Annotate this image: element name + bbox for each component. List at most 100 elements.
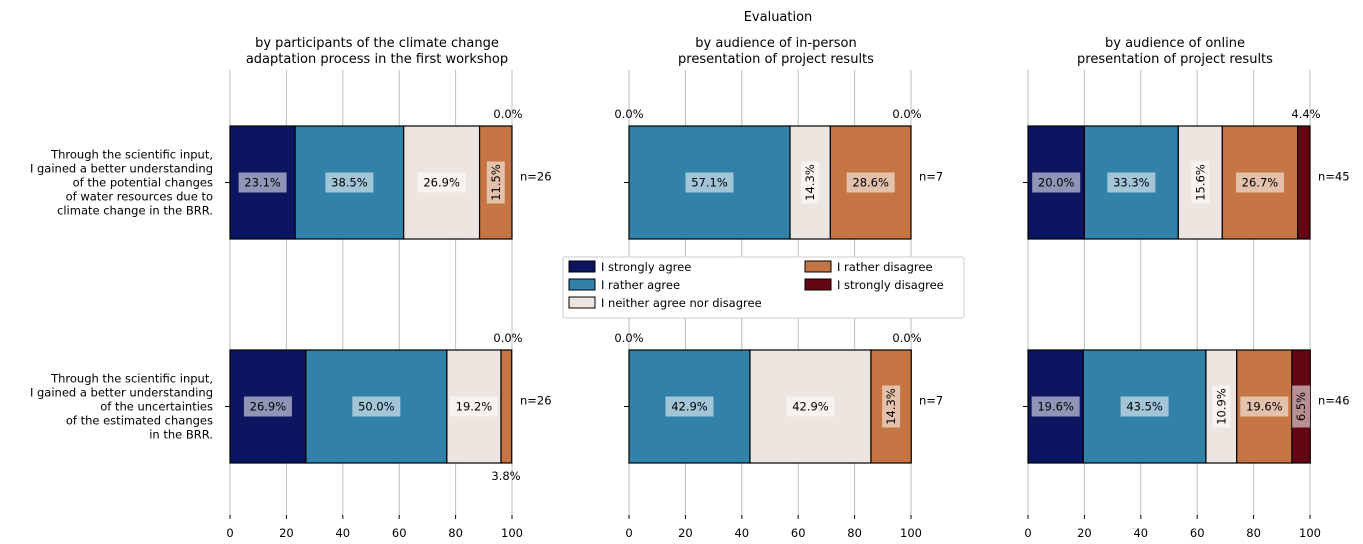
- data-label-group: 10.9%: [1212, 385, 1231, 428]
- x-tick-label: 80: [1246, 526, 1261, 540]
- data-label: 26.9%: [250, 400, 287, 414]
- data-label-box: [417, 172, 466, 193]
- n-label: n=26: [520, 170, 552, 184]
- panel-subtitle: presentation of project results: [1077, 52, 1273, 67]
- data-label-box: [801, 161, 820, 204]
- legend-label: I rather agree: [601, 278, 680, 292]
- question-label: of the estimated changes: [66, 414, 213, 428]
- n-label: n=45: [1318, 170, 1350, 184]
- data-label-box: [1032, 172, 1081, 193]
- data-label: 15.6%: [1193, 164, 1207, 201]
- data-label-box: [243, 396, 292, 417]
- data-label: 50.0%: [358, 400, 395, 414]
- question-label: Through the scientific input,: [50, 372, 213, 386]
- x-tick-label: 40: [734, 526, 749, 540]
- legend-box: [562, 256, 965, 319]
- data-label-box: [665, 396, 714, 417]
- legend-swatch: [568, 296, 596, 309]
- chart-title: Evaluation: [744, 10, 813, 25]
- panel-subtitle: by audience of in-person: [695, 36, 856, 51]
- legend-swatch: [804, 260, 832, 273]
- n-label: n=7: [919, 394, 943, 408]
- x-tick-label: 100: [900, 526, 922, 540]
- data-label-box: [1031, 396, 1080, 417]
- data-label: 23.1%: [244, 176, 281, 190]
- data-label: 4.4%: [1291, 107, 1320, 121]
- x-tick-label: 60: [791, 526, 806, 540]
- data-label: 42.9%: [792, 400, 829, 414]
- data-label: 14.3%: [884, 388, 898, 425]
- legend-label: I rather disagree: [837, 260, 933, 274]
- data-label-box: [1292, 385, 1311, 428]
- data-label: 20.0%: [1038, 176, 1075, 190]
- bar-segment: [500, 349, 513, 464]
- data-label: 3.8%: [491, 469, 520, 483]
- legend-label: I strongly disagree: [837, 278, 944, 292]
- data-label: 33.3%: [1113, 176, 1150, 190]
- x-tick-label: 20: [678, 526, 693, 540]
- n-label: n=26: [520, 394, 552, 408]
- question-label: of water resources due to: [66, 190, 213, 204]
- x-tick-label: 20: [1077, 526, 1092, 540]
- legend-swatch: [568, 278, 596, 291]
- question-label: climate change in the BRR.: [57, 204, 213, 218]
- question-label: I gained a better understanding: [30, 162, 213, 176]
- data-label: 0.0%: [892, 107, 921, 121]
- x-tick-label: 100: [1299, 526, 1321, 540]
- bar-segment: [1296, 125, 1311, 240]
- x-tick-label: 80: [448, 526, 463, 540]
- question-label: of the potential changes: [73, 176, 213, 190]
- question-label: I gained a better understanding: [30, 386, 213, 400]
- x-tick-label: 40: [335, 526, 350, 540]
- question-label: of the uncertainties: [100, 400, 213, 414]
- data-label: 0.0%: [614, 107, 643, 121]
- question-label: in the BRR.: [149, 428, 213, 442]
- question-label: Through the scientific input,: [50, 148, 213, 162]
- data-label: 0.0%: [892, 331, 921, 345]
- n-label: n=7: [919, 170, 943, 184]
- data-label: 43.5%: [1126, 400, 1163, 414]
- legend: I strongly agree I rather agree I neither …: [562, 256, 965, 319]
- data-label: 11.5%: [489, 164, 503, 201]
- data-label: 38.5%: [331, 176, 368, 190]
- data-label-box: [846, 172, 895, 193]
- data-label-group: 6.5%: [1292, 385, 1311, 428]
- x-tick-label: 0: [625, 526, 632, 540]
- legend-label: I neither agree nor disagree: [601, 296, 762, 310]
- data-label: 42.9%: [671, 400, 708, 414]
- data-label-box: [486, 161, 505, 204]
- x-tick-label: 100: [501, 526, 523, 540]
- data-label-box: [449, 396, 498, 417]
- data-label-box: [238, 172, 287, 193]
- data-label: 28.6%: [852, 176, 889, 190]
- data-label: 10.9%: [1214, 388, 1228, 425]
- legend-label: I strongly agree: [601, 260, 691, 274]
- data-label: 0.0%: [493, 331, 522, 345]
- data-label: 19.2%: [456, 400, 493, 414]
- panel-subtitle: adaptation process in the first workshop: [246, 52, 508, 67]
- x-tick-label: 80: [847, 526, 862, 540]
- data-label-group: 11.5%: [486, 161, 505, 204]
- data-label: 0.0%: [614, 331, 643, 345]
- panel-subtitle: by audience of online: [1105, 36, 1245, 51]
- n-label: n=46: [1318, 394, 1350, 408]
- x-tick-label: 40: [1133, 526, 1148, 540]
- data-label-box: [352, 396, 401, 417]
- data-label: 0.0%: [493, 107, 522, 121]
- panel-subtitle: presentation of project results: [678, 52, 874, 67]
- x-tick-label: 0: [1024, 526, 1031, 540]
- panel-subtitle: by participants of the climate change: [255, 36, 499, 51]
- x-tick-label: 60: [392, 526, 407, 540]
- data-label-group: 14.3%: [882, 385, 901, 428]
- data-label: 26.9%: [423, 176, 460, 190]
- data-label-box: [882, 385, 901, 428]
- data-label-group: 14.3%: [801, 161, 820, 204]
- data-label: 14.3%: [803, 164, 817, 201]
- data-label: 57.1%: [691, 176, 728, 190]
- data-label: 19.6%: [1037, 400, 1074, 414]
- x-tick-label: 20: [279, 526, 294, 540]
- data-label-box: [1240, 396, 1289, 417]
- data-label-box: [685, 172, 734, 193]
- data-label-box: [1235, 172, 1284, 193]
- data-label-group: 15.6%: [1191, 161, 1210, 204]
